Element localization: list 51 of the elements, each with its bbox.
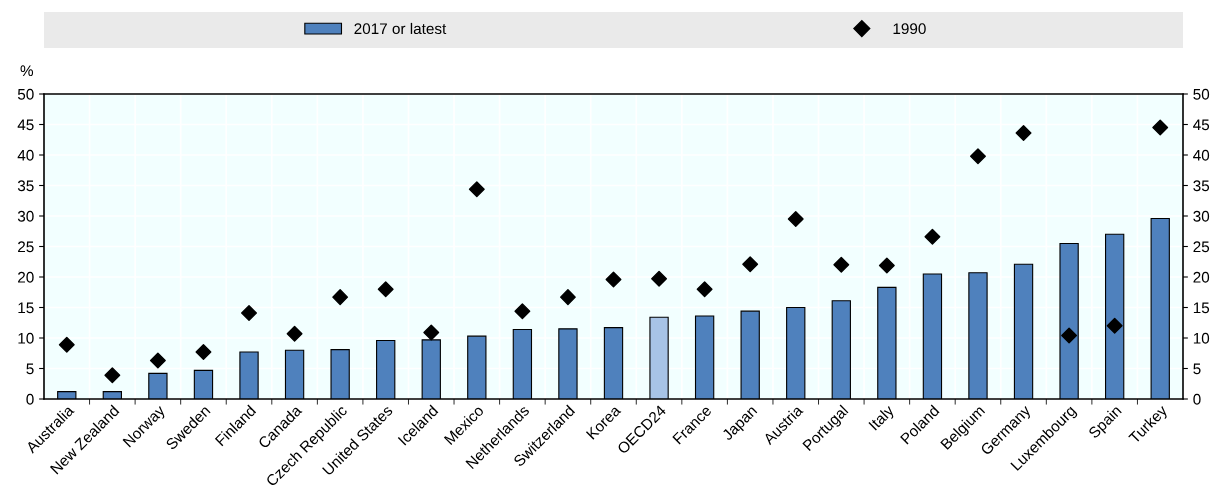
- point: [1015, 125, 1032, 142]
- y2-tick-label: 35: [1193, 180, 1210, 192]
- point: [241, 305, 257, 321]
- point: [924, 228, 941, 245]
- y-tick-label: 10: [18, 332, 34, 344]
- y-tick-label: 45: [17, 119, 34, 131]
- legend-label: 2017 or latest: [354, 22, 447, 35]
- point: [195, 344, 212, 361]
- y-tick-label: 50: [17, 88, 34, 100]
- y2-tick-label: 10: [1193, 332, 1210, 344]
- y2-tick-label: 15: [1193, 302, 1210, 314]
- y-tick-label: 40: [17, 149, 34, 161]
- point: [742, 256, 759, 273]
- point: [104, 367, 121, 384]
- x-tick-label: Italy: [868, 403, 897, 433]
- point: [970, 148, 986, 165]
- y2-tick-label: 40: [1193, 149, 1210, 161]
- legend-label: 1990: [893, 23, 926, 35]
- y2-tick-label: 30: [1193, 210, 1210, 222]
- point: [149, 352, 166, 369]
- point: [514, 303, 531, 320]
- point: [833, 256, 850, 273]
- point: [559, 289, 576, 306]
- point: [696, 281, 713, 298]
- y2-tick-label: 50: [1193, 88, 1210, 100]
- y2-tick-label: 25: [1193, 241, 1210, 253]
- y2-tick-label: 5: [1193, 363, 1201, 375]
- y-axis-title: %: [20, 65, 34, 77]
- point: [58, 336, 75, 353]
- y-tick-label: 30: [17, 210, 34, 222]
- y-tick-label: 5: [26, 363, 34, 375]
- point: [1061, 327, 1078, 344]
- y2-tick-label: 0: [1193, 393, 1201, 405]
- y-tick-label: 0: [26, 393, 34, 405]
- point: [787, 211, 804, 228]
- point: [286, 325, 303, 342]
- point: [377, 281, 394, 298]
- y-tick-label: 15: [18, 302, 34, 314]
- point: [651, 270, 668, 287]
- point: [332, 289, 349, 306]
- y2-tick-label: 20: [1193, 271, 1210, 283]
- y-tick-label: 35: [17, 180, 34, 192]
- point: [878, 257, 895, 274]
- y2-tick-label: 45: [1193, 119, 1210, 131]
- point: [468, 181, 485, 198]
- y-tick-label: 20: [18, 271, 34, 283]
- point: [1106, 317, 1123, 334]
- point: [1152, 119, 1169, 136]
- y-tick-label: 25: [18, 241, 34, 253]
- point: [423, 324, 440, 341]
- point: [605, 271, 622, 288]
